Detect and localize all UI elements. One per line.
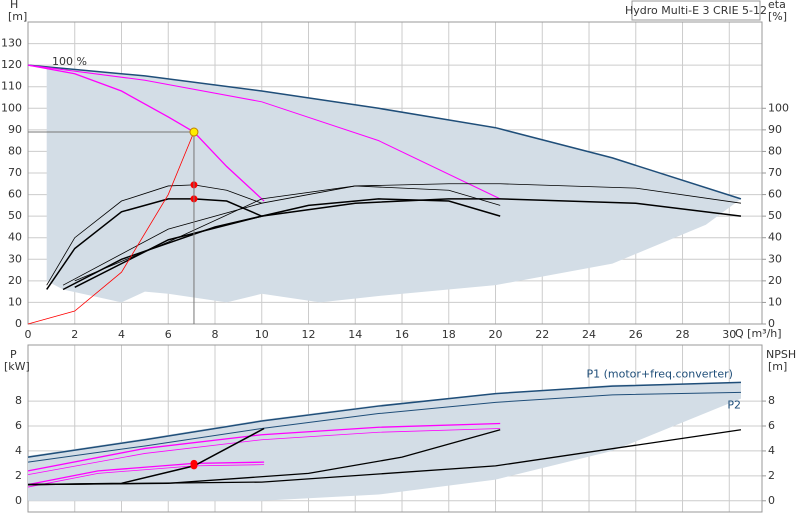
series-label: P1 (motor+freq.converter)	[586, 367, 733, 380]
y2-tick-label: 2	[768, 469, 775, 482]
x-tick-label: 4	[118, 328, 125, 341]
curve	[27, 64, 501, 200]
curve	[62, 183, 742, 286]
title-box	[631, 0, 761, 21]
chart-title: Hydro Multi-E 3 CRIE 5-12	[625, 4, 767, 17]
y-tick-label: 60	[8, 188, 22, 201]
y-tick-label: 6	[15, 419, 22, 432]
y2-tick-label: 30	[768, 252, 782, 265]
plot-frame	[27, 21, 763, 325]
x-tick-label: 18	[442, 328, 456, 341]
operating-point	[190, 462, 198, 470]
y2-tick-label: 90	[768, 123, 782, 136]
curve	[27, 64, 265, 202]
y2-tick-label: 70	[768, 166, 782, 179]
operating-range	[28, 382, 741, 501]
y2-tick-label: 8	[768, 394, 775, 407]
y-tick-label: 0	[15, 494, 22, 507]
y-tick-label: 20	[8, 274, 22, 287]
curve	[27, 381, 741, 458]
curve	[46, 184, 262, 286]
x-tick-label: 14	[348, 328, 362, 341]
curve	[46, 198, 263, 290]
y2-tick-label: 80	[768, 144, 782, 157]
y2-axis-label: NPSH	[766, 348, 796, 361]
y-tick-label: 8	[15, 394, 22, 407]
y2-tick-label: 50	[768, 209, 782, 222]
y-tick-label: 70	[8, 166, 22, 179]
curve	[27, 391, 741, 463]
annotation: 100 %	[52, 55, 87, 68]
x-tick-label: 20	[489, 328, 503, 341]
curve	[27, 429, 742, 486]
y2-tick-label: 0	[768, 494, 775, 507]
curve	[27, 464, 265, 488]
y-tick-label: 130	[1, 37, 22, 50]
x-tick-label: 24	[582, 328, 596, 341]
y2-tick-label: 0	[768, 317, 775, 330]
y-tick-label: 120	[1, 58, 22, 71]
y2-tick-label: 6	[768, 419, 775, 432]
y-tick-label: 30	[8, 252, 22, 265]
y-tick-label: 100	[1, 101, 22, 114]
x-tick-label: 0	[25, 328, 32, 341]
x-tick-label: 8	[212, 328, 219, 341]
curve	[27, 64, 742, 200]
y2-tick-label: 60	[768, 188, 782, 201]
x-axis-label: Q [m³/h]	[735, 327, 782, 340]
y-axis-label: H	[10, 0, 18, 11]
y2-axis-unit: [m]	[768, 360, 787, 373]
plot-frame	[27, 344, 763, 513]
y2-axis-unit: [%]	[768, 10, 787, 23]
x-tick-label: 2	[71, 328, 78, 341]
y-tick-label: 0	[15, 317, 22, 330]
x-tick-label: 6	[165, 328, 172, 341]
y-axis-label: P	[10, 348, 17, 361]
y2-tick-label: 10	[768, 295, 782, 308]
curve	[62, 198, 501, 291]
y-axis-unit: [m]	[8, 10, 27, 23]
x-tick-label: 22	[535, 328, 549, 341]
x-tick-label: 16	[395, 328, 409, 341]
duty-point	[189, 127, 199, 137]
curve	[27, 422, 501, 472]
y2-tick-label: 4	[768, 444, 775, 457]
curve	[27, 131, 195, 325]
y-tick-label: 90	[8, 123, 22, 136]
x-tick-label: 12	[302, 328, 316, 341]
y-tick-label: 10	[8, 295, 22, 308]
y2-tick-label: 20	[768, 274, 782, 287]
curve	[74, 198, 742, 288]
y2-tick-label: 100	[768, 101, 789, 114]
series-label: P2	[727, 398, 741, 411]
y-tick-label: 2	[15, 469, 22, 482]
y2-tick-label: 40	[768, 231, 782, 244]
x-tick-label: 26	[629, 328, 643, 341]
y2-axis-label: eta	[768, 0, 786, 11]
y-tick-label: 110	[1, 80, 22, 93]
x-tick-label: 10	[255, 328, 269, 341]
y-tick-label: 40	[8, 231, 22, 244]
x-tick-label: 28	[676, 328, 690, 341]
x-tick-label: 30	[722, 328, 736, 341]
y-tick-label: 4	[15, 444, 22, 457]
y-axis-unit: [kW]	[4, 360, 30, 373]
curve	[27, 461, 265, 486]
y-tick-label: 50	[8, 209, 22, 222]
curve	[27, 428, 501, 476]
y-tick-label: 80	[8, 144, 22, 157]
